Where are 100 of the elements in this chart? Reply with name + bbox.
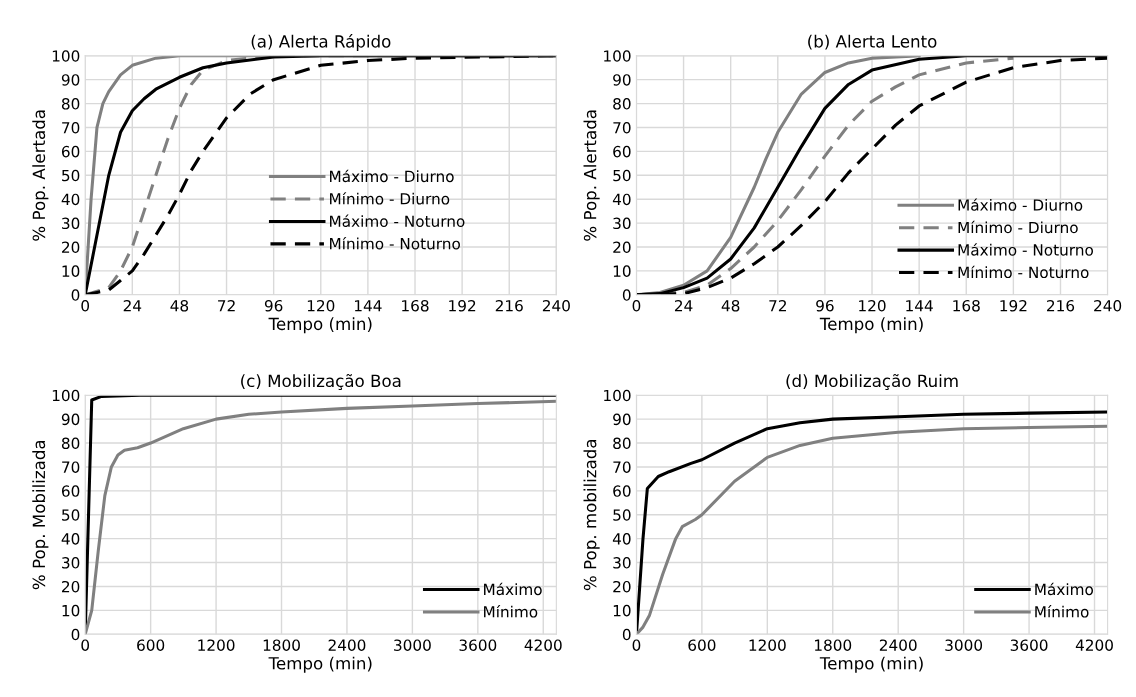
y-tick-label: 50 — [62, 169, 80, 182]
x-axis-title: Tempo (min) — [268, 656, 372, 673]
y-tick-label: 0 — [622, 289, 631, 301]
x-tick-label: 72 — [218, 299, 235, 312]
x-tick-label: 2400 — [328, 639, 366, 651]
chart-title: (b) Alerta Lento — [808, 34, 937, 50]
x-tick-label: 1800 — [815, 639, 852, 651]
x-tick-label: 48 — [721, 299, 740, 312]
y-axis-title: % Pop. Alertada — [32, 110, 49, 241]
y-tick-label: 70 — [62, 121, 80, 134]
y-tick-label: 90 — [61, 413, 80, 426]
x-tick-label: 3000 — [394, 639, 431, 651]
x-tick-label: 120 — [859, 299, 886, 312]
y-tick-label: 0 — [71, 628, 80, 641]
legend-label: Máximo - Noturno — [330, 214, 465, 227]
y-tick-label: 50 — [62, 509, 80, 521]
legend-label: Máximo - Diurno — [958, 198, 1083, 211]
y-tick-label: 40 — [61, 533, 80, 545]
legend-label: Mínimo - Noturno — [958, 265, 1089, 279]
x-tick-label: 168 — [953, 299, 980, 312]
y-tick-label: 80 — [613, 437, 631, 450]
y-tick-label: 10 — [62, 265, 80, 277]
x-tick-label: 192 — [449, 299, 476, 312]
x-tick-label: 1200 — [749, 639, 786, 651]
y-tick-label: 30 — [62, 557, 80, 569]
y-tick-label: 30 — [613, 557, 631, 569]
y-tick-label: 0 — [622, 628, 631, 641]
x-tick-label: 240 — [542, 299, 570, 312]
x-tick-label: 144 — [354, 300, 382, 312]
chart-title: (c) Mobilização Boa — [241, 373, 401, 391]
x-axis-title: Tempo (min) — [819, 656, 923, 673]
y-tick-label: 30 — [613, 217, 631, 230]
legend-label: Mínimo - Diurno — [958, 220, 1078, 234]
x-tick-label: 0 — [81, 299, 90, 312]
y-tick-label: 100 — [604, 389, 631, 402]
y-tick-label: 0 — [71, 289, 80, 301]
y-tick-label: 10 — [613, 265, 631, 277]
x-tick-label: 168 — [402, 299, 429, 312]
x-tick-label: 600 — [137, 639, 165, 651]
legend-label: Máximo — [1035, 582, 1094, 596]
legend-label: Máximo - Diurno — [330, 169, 454, 183]
y-tick-label: 70 — [62, 461, 80, 473]
y-tick-label: 100 — [604, 50, 631, 62]
x-tick-label: 216 — [495, 299, 523, 312]
x-tick-label: 3600 — [1010, 639, 1048, 651]
y-tick-label: 40 — [612, 193, 631, 206]
legend-label: Mínimo - Noturno — [330, 236, 460, 250]
x-tick-label: 0 — [81, 639, 90, 651]
y-axis-title: % Pop. mobilizada — [583, 439, 600, 591]
x-tick-label: 0 — [632, 299, 641, 312]
x-tick-label: 48 — [170, 299, 189, 312]
x-tick-label: 600 — [688, 639, 716, 651]
y-tick-label: 90 — [613, 74, 631, 86]
x-tick-label: 24 — [674, 299, 693, 312]
y-tick-label: 70 — [613, 121, 631, 134]
y-tick-label: 60 — [61, 485, 80, 497]
y-tick-label: 90 — [61, 74, 80, 86]
y-tick-label: 10 — [62, 604, 80, 617]
y-tick-label: 20 — [62, 241, 80, 254]
y-tick-label: 60 — [61, 145, 80, 158]
y-tick-label: 10 — [613, 604, 631, 617]
y-tick-label: 80 — [61, 98, 80, 110]
y-tick-label: 100 — [52, 389, 80, 402]
y-tick-label: 40 — [612, 533, 631, 545]
y-tick-label: 20 — [62, 580, 80, 593]
x-tick-label: 24 — [123, 299, 142, 312]
y-tick-label: 60 — [613, 145, 631, 158]
y-tick-label: 60 — [613, 485, 631, 497]
y-tick-label: 90 — [613, 413, 631, 426]
y-tick-label: 30 — [62, 217, 80, 230]
x-tick-label: 216 — [1047, 299, 1075, 312]
legend-label: Mínimo - Diurno — [330, 192, 450, 205]
x-tick-label: 4200 — [524, 639, 562, 651]
x-tick-label: 120 — [307, 299, 335, 312]
y-tick-label: 100 — [52, 50, 80, 62]
x-tick-label: 2400 — [879, 639, 917, 651]
y-tick-label: 20 — [613, 241, 631, 254]
y-tick-label: 80 — [61, 437, 80, 450]
x-tick-label: 3600 — [459, 639, 497, 651]
x-tick-label: 0 — [632, 639, 641, 651]
x-tick-label: 96 — [816, 299, 834, 312]
x-axis-title: Tempo (min) — [268, 317, 372, 334]
x-tick-label: 192 — [1000, 299, 1027, 312]
y-tick-label: 80 — [613, 98, 631, 110]
y-tick-label: 70 — [613, 461, 631, 473]
x-tick-label: 144 — [906, 300, 933, 312]
x-tick-label: 3000 — [945, 639, 983, 651]
x-tick-label: 1200 — [198, 639, 235, 651]
y-tick-label: 40 — [61, 193, 80, 206]
legend-label: Mínimo — [484, 605, 538, 618]
chart-title: (d) Mobilização Ruim — [786, 373, 958, 391]
x-tick-label: 96 — [264, 299, 283, 312]
legend-label: Máximo - Noturno — [958, 243, 1094, 256]
x-tick-label: 240 — [1094, 299, 1122, 312]
x-tick-label: 4200 — [1075, 639, 1113, 651]
legend-label: Mínimo — [1035, 605, 1089, 618]
legend-label: Máximo — [484, 582, 542, 596]
x-axis-title: Tempo (min) — [819, 317, 923, 334]
y-axis-title: % Pop. Mobilizada — [32, 440, 49, 590]
y-tick-label: 50 — [613, 169, 631, 182]
